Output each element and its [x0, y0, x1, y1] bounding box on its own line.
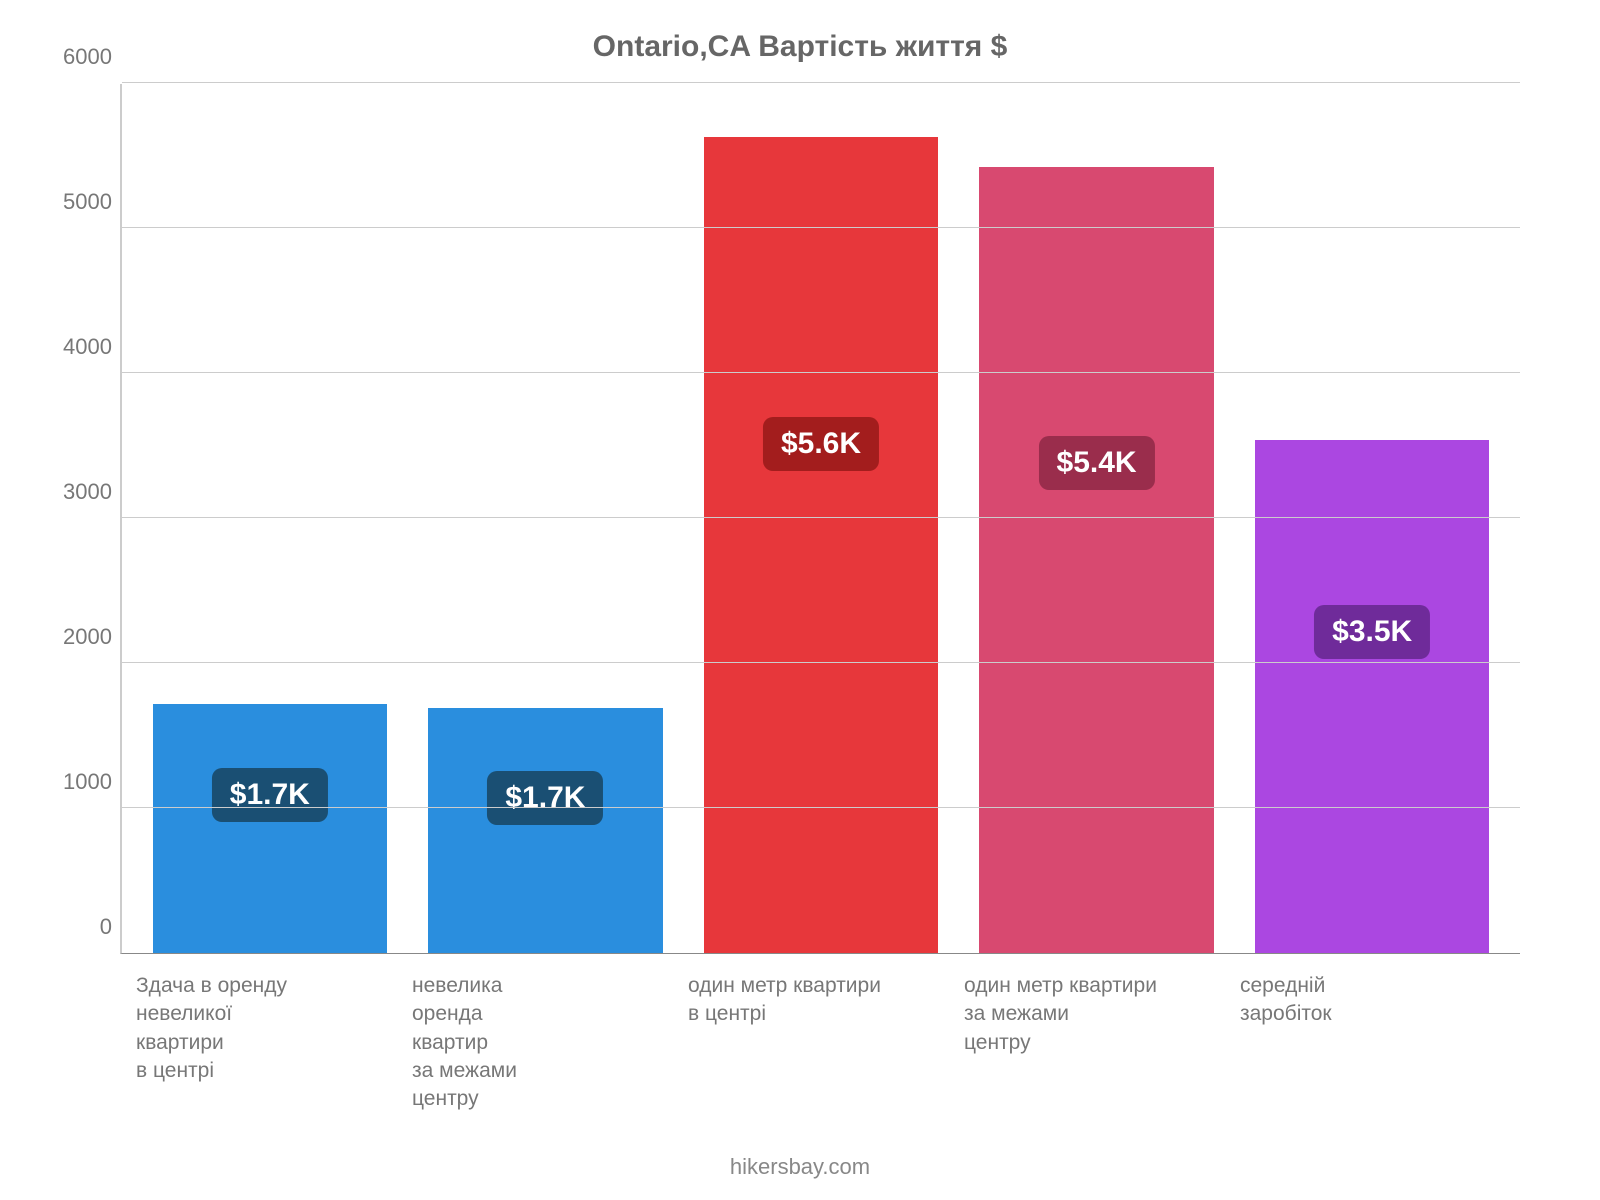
bar: $5.6K — [704, 137, 938, 953]
y-tick-label: 1000 — [52, 769, 112, 795]
y-tick-label: 5000 — [52, 189, 112, 215]
value-badge: $5.4K — [1039, 436, 1155, 490]
bar-slot: $1.7K — [132, 84, 408, 953]
y-tick-label: 2000 — [52, 624, 112, 650]
bar: $5.4K — [979, 167, 1213, 953]
x-axis-label: середнійзаробіток — [1234, 964, 1510, 1114]
y-tick-label: 4000 — [52, 334, 112, 360]
bar-slot: $5.6K — [683, 84, 959, 953]
gridline — [122, 662, 1520, 663]
value-badge: $3.5K — [1314, 605, 1430, 659]
bars-container: $1.7K $1.7K $5.6K $5.4K $3.5K — [122, 84, 1520, 953]
chart-title: Ontario,CA Вартість життя $ — [40, 30, 1560, 64]
x-axis-label: Здача в орендуневеликоїквартирив центрі — [130, 964, 406, 1114]
cost-of-living-chart: Ontario,CA Вартість життя $ $1.7K $1.7K $5… — [0, 0, 1600, 1200]
plot-area: $1.7K$1.7K$5.6K$5.4K$3.5K 01000200030004… — [120, 84, 1520, 954]
value-badge: $1.7K — [212, 768, 328, 822]
value-badge: $1.7K — [487, 771, 603, 825]
x-axis-labels: Здача в орендуневеликоїквартирив центрін… — [120, 954, 1520, 1114]
bar-slot: $5.4K — [959, 84, 1235, 953]
gridline — [122, 807, 1520, 808]
gridline — [122, 82, 1520, 83]
gridline — [122, 227, 1520, 228]
y-tick-label: 0 — [52, 914, 112, 940]
y-tick-label: 3000 — [52, 479, 112, 505]
bar: $1.7K — [153, 704, 387, 953]
value-badge: $5.6K — [763, 417, 879, 471]
gridline — [122, 517, 1520, 518]
x-axis-label: один метр квартириза межамицентру — [958, 964, 1234, 1114]
bar: $1.7K — [428, 708, 662, 953]
y-tick-label: 6000 — [52, 44, 112, 70]
x-axis-label: невеликаорендаквартирза межамицентру — [406, 964, 682, 1114]
x-axis-label: один метр квартирив центрі — [682, 964, 958, 1114]
bar-slot: $1.7K — [408, 84, 684, 953]
bar-slot: $3.5K — [1234, 84, 1510, 953]
attribution-text: hikersbay.com — [40, 1154, 1560, 1180]
gridline — [122, 372, 1520, 373]
